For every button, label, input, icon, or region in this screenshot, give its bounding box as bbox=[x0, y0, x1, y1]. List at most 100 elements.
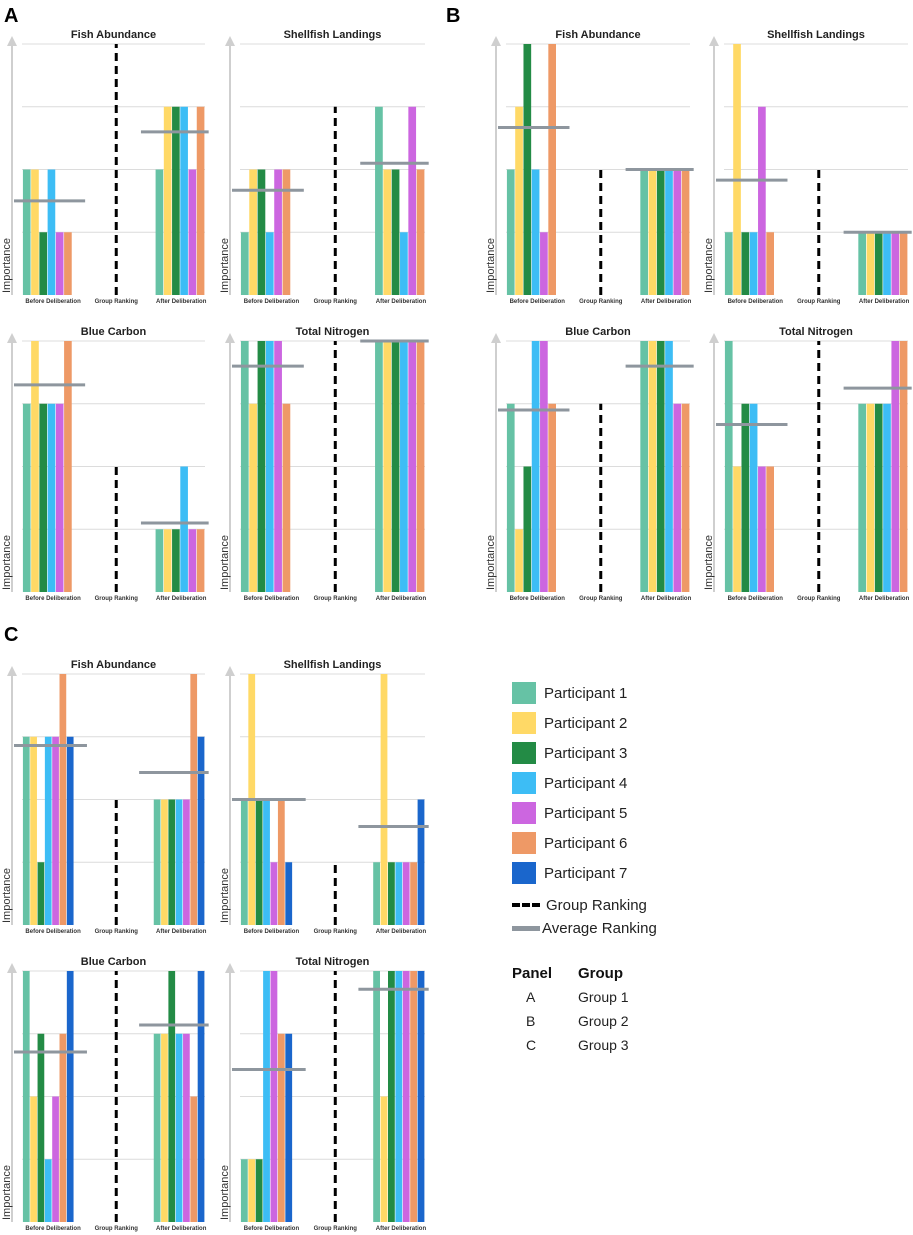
bar-after-participant-1 bbox=[375, 341, 383, 592]
bar-before-participant-5 bbox=[55, 403, 64, 592]
category-label: After Deliberation bbox=[156, 299, 207, 305]
y-axis-label: Importance bbox=[219, 238, 231, 293]
category-label: After Deliberation bbox=[859, 596, 910, 602]
bar-before-participant-3 bbox=[37, 862, 45, 925]
bar-before-participant-1 bbox=[22, 971, 30, 1222]
bar-before-participant-4 bbox=[263, 799, 270, 925]
bar-before-participant-7 bbox=[66, 971, 74, 1222]
bar-after-participant-6 bbox=[681, 403, 690, 592]
bar-before-participant-6 bbox=[548, 44, 556, 295]
bar-before-participant-4 bbox=[44, 736, 52, 925]
bar-after-participant-3 bbox=[172, 529, 180, 592]
bar-after-participant-6 bbox=[899, 232, 908, 295]
category-label: Group Ranking bbox=[95, 1226, 139, 1232]
category-label: After Deliberation bbox=[376, 1226, 427, 1232]
category-label: After Deliberation bbox=[376, 929, 427, 935]
bar-before-participant-3 bbox=[257, 169, 266, 295]
legend-item-participant-5: Participant 5 bbox=[512, 801, 627, 825]
chart-title-blue-carbon: Blue Carbon bbox=[81, 326, 147, 338]
y-axis-label: Importance bbox=[219, 535, 231, 590]
category-label: After Deliberation bbox=[156, 1226, 207, 1232]
bar-after-participant-3 bbox=[874, 232, 883, 295]
bar-after-participant-2 bbox=[380, 674, 388, 925]
bar-after-participant-6 bbox=[416, 169, 425, 295]
bar-after-participant-3 bbox=[168, 971, 176, 1222]
category-label: After Deliberation bbox=[859, 299, 910, 305]
bar-before-participant-7 bbox=[66, 736, 74, 925]
bar-after-participant-2 bbox=[161, 1033, 168, 1222]
legend-item-participant-1: Participant 1 bbox=[512, 681, 627, 705]
bar-before-participant-2 bbox=[515, 106, 523, 295]
solid-line-icon bbox=[512, 925, 540, 931]
bar-after-participant-6 bbox=[681, 169, 690, 295]
legend-item-group-ranking: Group Ranking bbox=[512, 893, 647, 917]
bar-before-participant-3 bbox=[523, 466, 532, 592]
category-label: After Deliberation bbox=[641, 596, 692, 602]
bar-after-participant-3 bbox=[391, 341, 400, 592]
legend-label: Average Ranking bbox=[542, 919, 657, 937]
bar-after-participant-5 bbox=[891, 341, 900, 592]
bar-before-participant-6 bbox=[64, 232, 72, 295]
bar-before-participant-1 bbox=[724, 232, 733, 295]
bar-before-participant-4 bbox=[47, 169, 56, 295]
legend-item-average-ranking: Average Ranking bbox=[512, 916, 657, 940]
category-label: After Deliberation bbox=[156, 929, 207, 935]
bar-after-participant-7 bbox=[197, 971, 205, 1222]
bar-after-participant-1 bbox=[155, 169, 164, 295]
bar-after-participant-4 bbox=[180, 106, 188, 295]
bar-before-participant-6 bbox=[59, 674, 67, 925]
bar-after-participant-5 bbox=[891, 232, 900, 295]
y-axis-arrowhead bbox=[225, 963, 235, 973]
bar-before-participant-6 bbox=[282, 403, 291, 592]
bar-after-participant-5 bbox=[402, 971, 410, 1222]
bar-before-participant-5 bbox=[270, 862, 278, 925]
bar-before-participant-5 bbox=[540, 341, 548, 592]
participant-5-swatch bbox=[512, 802, 536, 824]
bar-after-participant-3 bbox=[874, 403, 883, 592]
legend-label: Participant 1 bbox=[544, 684, 628, 702]
category-label: Group Ranking bbox=[579, 596, 623, 602]
y-axis-label: Importance bbox=[485, 535, 497, 590]
bar-after-participant-4 bbox=[400, 341, 408, 592]
bar-before-participant-1 bbox=[22, 169, 31, 295]
bar-before-participant-3 bbox=[39, 403, 48, 592]
legend-item-participant-2: Participant 2 bbox=[512, 711, 627, 735]
bar-before-participant-4 bbox=[44, 1159, 52, 1222]
category-label: Group Ranking bbox=[314, 299, 358, 305]
bar-before-participant-1 bbox=[240, 232, 249, 295]
bar-after-participant-5 bbox=[183, 1033, 190, 1222]
table-cell: B bbox=[526, 1013, 536, 1029]
bar-after-participant-2 bbox=[648, 341, 657, 592]
bar-before-participant-2 bbox=[248, 1159, 256, 1222]
category-label: Before Deliberation bbox=[244, 596, 300, 602]
bar-after-participant-4 bbox=[180, 466, 188, 592]
bar-before-participant-1 bbox=[240, 799, 248, 925]
bar-after-participant-4 bbox=[665, 169, 673, 295]
bar-before-participant-4 bbox=[263, 971, 270, 1222]
bar-after-participant-2 bbox=[648, 169, 657, 295]
legend-label: Participant 2 bbox=[544, 714, 628, 732]
y-axis-arrowhead bbox=[7, 36, 17, 46]
bar-before-participant-2 bbox=[31, 341, 39, 592]
bar-after-participant-1 bbox=[373, 971, 380, 1222]
y-axis-arrowhead bbox=[7, 333, 17, 343]
y-axis-label: Importance bbox=[703, 535, 715, 590]
bar-after-participant-6 bbox=[410, 862, 417, 925]
bar-after-participant-7 bbox=[417, 971, 425, 1222]
category-label: Before Deliberation bbox=[25, 299, 81, 305]
category-label: Before Deliberation bbox=[244, 1226, 300, 1232]
bar-after-participant-2 bbox=[163, 529, 172, 592]
bar-before-participant-2 bbox=[515, 529, 523, 592]
bar-after-participant-1 bbox=[155, 529, 164, 592]
category-label: Before Deliberation bbox=[25, 1226, 81, 1232]
category-label: Group Ranking bbox=[579, 299, 623, 305]
participant-2-swatch bbox=[512, 712, 536, 734]
chart-title-total-nitrogen: Total Nitrogen bbox=[296, 956, 370, 968]
y-axis-label: Importance bbox=[1, 238, 13, 293]
category-label: Before Deliberation bbox=[244, 299, 300, 305]
y-axis-arrowhead bbox=[709, 333, 719, 343]
bar-after-participant-2 bbox=[383, 169, 392, 295]
y-axis-label: Importance bbox=[1, 535, 13, 590]
bar-after-participant-3 bbox=[656, 341, 665, 592]
